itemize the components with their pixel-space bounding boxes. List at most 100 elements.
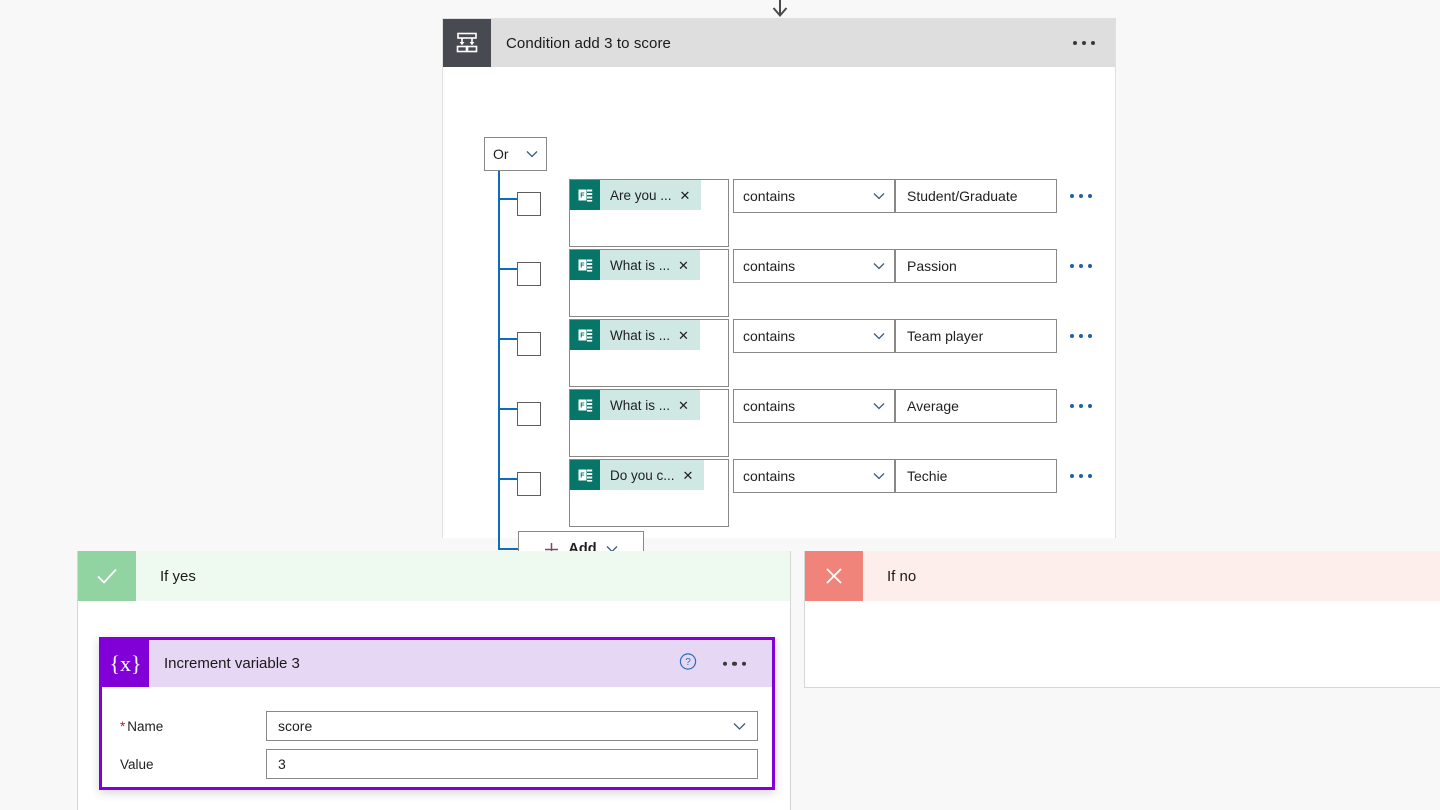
field-row: * Name score bbox=[102, 707, 772, 745]
help-circle-icon[interactable]: ? bbox=[679, 652, 697, 675]
condition-row: F Do you c... ✕ contains Techie bbox=[443, 459, 1115, 527]
chevron-down-icon bbox=[873, 472, 885, 480]
close-icon[interactable]: ✕ bbox=[678, 257, 689, 273]
condition-row-checkbox[interactable] bbox=[517, 402, 541, 426]
close-icon[interactable]: ✕ bbox=[678, 397, 689, 413]
svg-text:F: F bbox=[580, 262, 585, 269]
dynamic-content-token-label: What is ... bbox=[610, 327, 671, 343]
condition-row-field-box[interactable]: F What is ... ✕ bbox=[569, 319, 729, 387]
flow-connector-arrow-icon bbox=[772, 0, 788, 20]
condition-connector-stub bbox=[500, 338, 518, 340]
microsoft-forms-icon: F bbox=[570, 320, 600, 350]
microsoft-forms-icon: F bbox=[570, 180, 600, 210]
condition-row-operator-select[interactable]: contains bbox=[733, 459, 895, 493]
field-label-text: Name bbox=[127, 718, 164, 734]
microsoft-forms-icon: F bbox=[570, 250, 600, 280]
chevron-down-icon bbox=[733, 722, 746, 731]
chevron-down-icon bbox=[873, 262, 885, 270]
condition-row-operator-value: contains bbox=[743, 328, 796, 344]
condition-row-operator-value: contains bbox=[743, 468, 796, 484]
condition-row-value-text: Student/Graduate bbox=[907, 188, 1018, 204]
condition-connector-stub bbox=[500, 408, 518, 410]
increment-variable-title: Increment variable 3 bbox=[164, 655, 300, 672]
dynamic-content-token[interactable]: F Do you c... ✕ bbox=[570, 460, 705, 490]
close-icon[interactable]: ✕ bbox=[678, 327, 689, 343]
condition-row-value-text: Passion bbox=[907, 258, 957, 274]
chevron-down-icon bbox=[526, 150, 538, 158]
svg-text:F: F bbox=[580, 472, 585, 479]
dynamic-content-token[interactable]: F What is ... ✕ bbox=[570, 320, 700, 350]
condition-row-operator-value: contains bbox=[743, 398, 796, 414]
condition-connector-stub bbox=[500, 268, 518, 270]
condition-row-operator-value: contains bbox=[743, 258, 796, 274]
chevron-down-icon bbox=[873, 332, 885, 340]
field-row: Value 3 bbox=[102, 745, 772, 783]
required-marker: * bbox=[120, 718, 126, 734]
condition-row-value-input[interactable]: Average bbox=[895, 389, 1057, 423]
dynamic-content-token-label: Are you ... bbox=[610, 187, 672, 203]
field-dropdown[interactable]: score bbox=[266, 711, 758, 741]
condition-card-overflow-menu-icon[interactable] bbox=[1067, 35, 1101, 51]
dynamic-content-token[interactable]: F What is ... ✕ bbox=[570, 250, 700, 280]
condition-row-value-input[interactable]: Techie bbox=[895, 459, 1057, 493]
increment-variable-card: {x} Increment variable 3 ? * Name score Val… bbox=[99, 637, 775, 790]
close-icon[interactable]: ✕ bbox=[682, 467, 694, 483]
condition-card-body: Or F Are you ... ✕ contains Student/Graduate… bbox=[443, 67, 1115, 567]
condition-row-checkbox[interactable] bbox=[517, 192, 541, 216]
dynamic-content-token-label: What is ... bbox=[610, 397, 671, 413]
field-textbox[interactable]: 3 bbox=[266, 749, 758, 779]
condition-connector-elbow bbox=[498, 548, 520, 550]
condition-row-operator-select[interactable]: contains bbox=[733, 179, 895, 213]
condition-row-checkbox[interactable] bbox=[517, 262, 541, 286]
branch-if-no-title: If no bbox=[887, 567, 917, 585]
condition-row-field-box[interactable]: F What is ... ✕ bbox=[569, 249, 729, 317]
condition-row-value-text: Team player bbox=[907, 328, 984, 344]
dynamic-content-token[interactable]: F What is ... ✕ bbox=[570, 390, 700, 420]
close-icon[interactable]: ✕ bbox=[679, 187, 691, 203]
close-x-icon bbox=[805, 551, 863, 601]
condition-row-operator-value: contains bbox=[743, 188, 796, 204]
condition-row-value-input[interactable]: Student/Graduate bbox=[895, 179, 1057, 213]
dynamic-content-token-label: Do you c... bbox=[610, 467, 675, 483]
dynamic-content-token-label: What is ... bbox=[610, 257, 671, 273]
field-label: Value bbox=[120, 757, 154, 772]
microsoft-forms-icon: F bbox=[570, 390, 600, 420]
condition-row: F What is ... ✕ contains Team player bbox=[443, 319, 1115, 387]
branch-if-no: If no bbox=[804, 551, 1440, 688]
svg-text:F: F bbox=[580, 332, 585, 339]
condition-row-operator-select[interactable]: contains bbox=[733, 319, 895, 353]
condition-branch-icon bbox=[443, 19, 491, 67]
field-label-text: Value bbox=[120, 756, 154, 772]
svg-text:?: ? bbox=[685, 657, 691, 668]
condition-row-value-input[interactable]: Passion bbox=[895, 249, 1057, 283]
condition-row-overflow-menu-icon[interactable] bbox=[1065, 469, 1097, 483]
condition-row-checkbox[interactable] bbox=[517, 332, 541, 356]
condition-row-value-text: Average bbox=[907, 398, 959, 414]
microsoft-forms-icon: F bbox=[570, 460, 600, 490]
condition-row-operator-select[interactable]: contains bbox=[733, 389, 895, 423]
branch-if-yes-header: If yes bbox=[78, 551, 790, 601]
condition-row-overflow-menu-icon[interactable] bbox=[1065, 399, 1097, 413]
increment-variable-header[interactable]: {x} Increment variable 3 ? bbox=[102, 640, 772, 687]
condition-row-checkbox[interactable] bbox=[517, 472, 541, 496]
increment-variable-overflow-menu-icon[interactable] bbox=[717, 655, 753, 672]
branch-if-no-header: If no bbox=[805, 551, 1440, 601]
condition-row-field-box[interactable]: F Are you ... ✕ bbox=[569, 179, 729, 247]
condition-row-field-box[interactable]: F What is ... ✕ bbox=[569, 389, 729, 457]
field-value: score bbox=[278, 718, 313, 734]
condition-group-operator-select[interactable]: Or bbox=[484, 137, 547, 171]
condition-card-header[interactable]: Condition add 3 to score bbox=[443, 19, 1115, 67]
condition-row-operator-select[interactable]: contains bbox=[733, 249, 895, 283]
condition-row: F What is ... ✕ contains Average bbox=[443, 389, 1115, 457]
variable-braces-glyph: {x} bbox=[109, 650, 142, 676]
condition-row-value-input[interactable]: Team player bbox=[895, 319, 1057, 353]
variable-braces-icon: {x} bbox=[102, 640, 149, 687]
condition-row-overflow-menu-icon[interactable] bbox=[1065, 259, 1097, 273]
svg-text:F: F bbox=[580, 402, 585, 409]
condition-row-overflow-menu-icon[interactable] bbox=[1065, 329, 1097, 343]
condition-connector-stub bbox=[500, 198, 518, 200]
condition-row-field-box[interactable]: F Do you c... ✕ bbox=[569, 459, 729, 527]
dynamic-content-token[interactable]: F Are you ... ✕ bbox=[570, 180, 702, 210]
condition-row-overflow-menu-icon[interactable] bbox=[1065, 189, 1097, 203]
